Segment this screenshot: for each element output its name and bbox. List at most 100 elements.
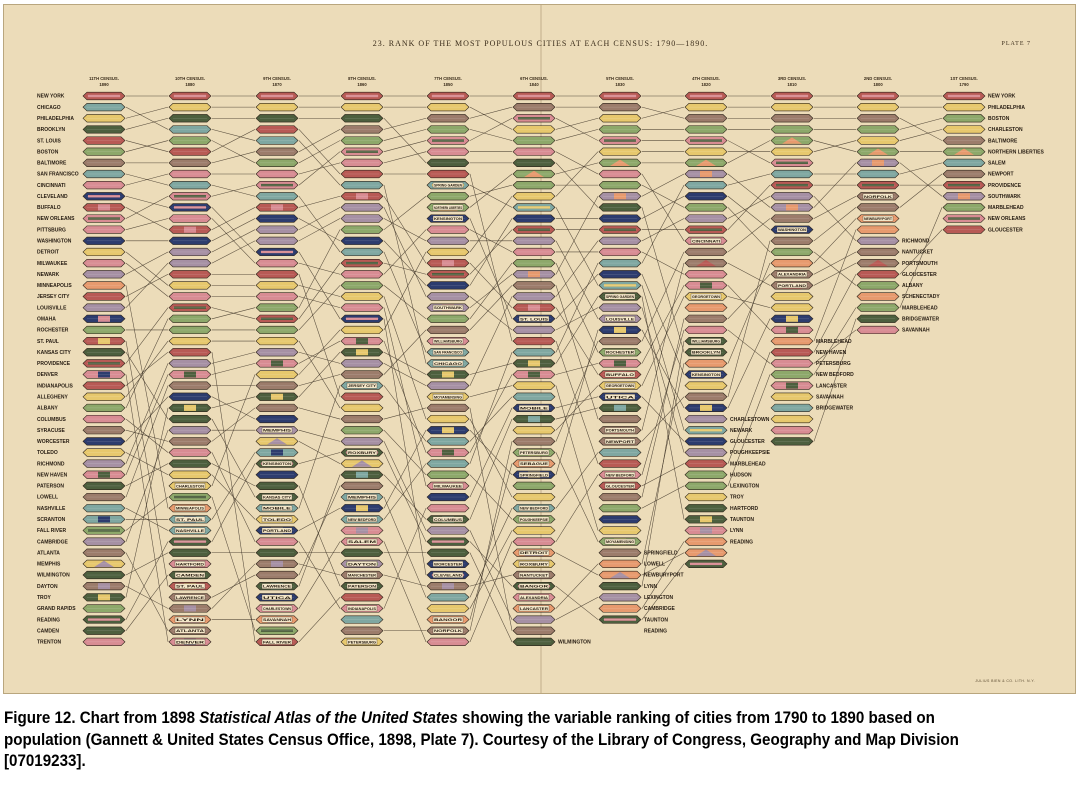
city-ribbon (856, 147, 900, 156)
ribbon-label: COLUMBUS (434, 518, 463, 522)
rank-line (469, 552, 513, 642)
ribbon-label: UTICA (606, 395, 635, 399)
city-ribbon (426, 314, 470, 323)
city-ribbon (255, 192, 299, 201)
city-label: FALL RIVER (37, 528, 66, 534)
city-ribbon (340, 437, 384, 446)
city-ribbon (168, 303, 212, 312)
city-ribbon (168, 537, 212, 546)
rank-line (211, 218, 256, 242)
rank-line (211, 129, 256, 141)
city-label: HARTFORD (730, 506, 758, 512)
city-ribbon (82, 370, 126, 379)
city-ribbon (942, 158, 986, 167)
city-ribbon (340, 314, 384, 323)
city-ribbon (168, 437, 212, 446)
city-ribbon (512, 359, 556, 368)
rank-line (727, 262, 771, 364)
city-ribbon (340, 270, 384, 279)
rank-line (469, 363, 513, 375)
city-label: MARBLEHEAD (988, 205, 1024, 211)
city-ribbon (598, 403, 642, 413)
rank-line (555, 129, 599, 141)
city-ribbon (340, 125, 384, 134)
rank-line (211, 496, 256, 631)
city-ribbon (598, 604, 642, 613)
rank-line (211, 363, 256, 375)
rank-line (125, 385, 169, 498)
rank-line (383, 318, 427, 576)
ribbon-label: NORFOLK (864, 195, 893, 199)
city-label: NEW HAVEN (816, 350, 847, 356)
ribbon-label: PORTSMOUTH (606, 429, 635, 433)
ribbon-label: ST. LOUIS (520, 317, 549, 321)
ribbon-label: TOLEDO (263, 518, 292, 522)
rank-line (383, 240, 427, 286)
city-ribbon (255, 348, 299, 357)
rank-line (298, 541, 341, 609)
city-ribbon (168, 203, 212, 212)
census-year-1840: 1840 (529, 82, 539, 87)
rank-line (469, 129, 513, 141)
rank-line (125, 374, 169, 475)
rank-line (641, 296, 685, 386)
rank-line (383, 229, 427, 275)
city-ribbon (426, 169, 470, 179)
city-label: WILMINGTON (558, 640, 591, 646)
city-ribbon (340, 548, 384, 557)
rank-line (641, 463, 685, 487)
ribbon-label: BANGOR (434, 618, 463, 622)
city-ribbon (168, 192, 212, 201)
city-ribbon (598, 336, 642, 346)
ribbon-label: INDIANAPOLIS (348, 607, 377, 611)
city-ribbon (770, 303, 814, 312)
city-ribbon (512, 303, 556, 312)
rank-line (469, 541, 513, 642)
city-ribbon (426, 459, 470, 468)
rank-line (298, 329, 341, 375)
rank-line (211, 140, 256, 164)
rank-line (469, 173, 513, 208)
city-ribbon (770, 381, 814, 390)
ribbon-label: LYNN (176, 618, 205, 622)
city-ribbon (426, 125, 470, 134)
ribbon-label: NORTHERN LIBERTIES (434, 206, 462, 210)
city-ribbon (512, 158, 556, 167)
city-ribbon (598, 325, 642, 335)
city-ribbon (770, 403, 814, 413)
city-ribbon (255, 103, 299, 112)
city-ribbon (598, 225, 642, 234)
city-ribbon (168, 114, 212, 123)
census-header-1830: 5TH CENSUS. (606, 76, 634, 81)
city-ribbon (598, 270, 642, 279)
city-ribbon (856, 225, 900, 234)
city-ribbon (82, 626, 126, 635)
rank-line (469, 262, 513, 319)
city-ribbon (770, 203, 814, 212)
city-ribbon (255, 414, 299, 424)
city-label: LEXINGTON (644, 595, 673, 601)
city-label: PROVIDENCE (37, 361, 71, 367)
rank-line (555, 407, 599, 420)
city-ribbon (340, 247, 384, 257)
city-ribbon (598, 414, 642, 424)
rank-line (469, 463, 513, 620)
rank-line (211, 396, 256, 409)
rank-line (555, 118, 599, 130)
rank-line (727, 329, 771, 364)
caption-lead: Figure 12. Chart from 1898 (4, 709, 200, 727)
rank-line (555, 585, 599, 620)
city-ribbon (684, 426, 728, 435)
city-label: SAVANNAH (902, 328, 930, 334)
city-ribbon (598, 103, 642, 112)
city-label: LEXINGTON (730, 484, 759, 490)
city-ribbon (512, 437, 556, 446)
city-ribbon (942, 125, 986, 134)
city-ribbon (82, 403, 126, 413)
rank-line (383, 441, 427, 531)
city-ribbon (856, 325, 900, 335)
city-ribbon (255, 259, 299, 268)
ribbon-label: CHICAGO (434, 362, 462, 366)
city-ribbon (426, 537, 470, 546)
city-ribbon (770, 125, 814, 134)
